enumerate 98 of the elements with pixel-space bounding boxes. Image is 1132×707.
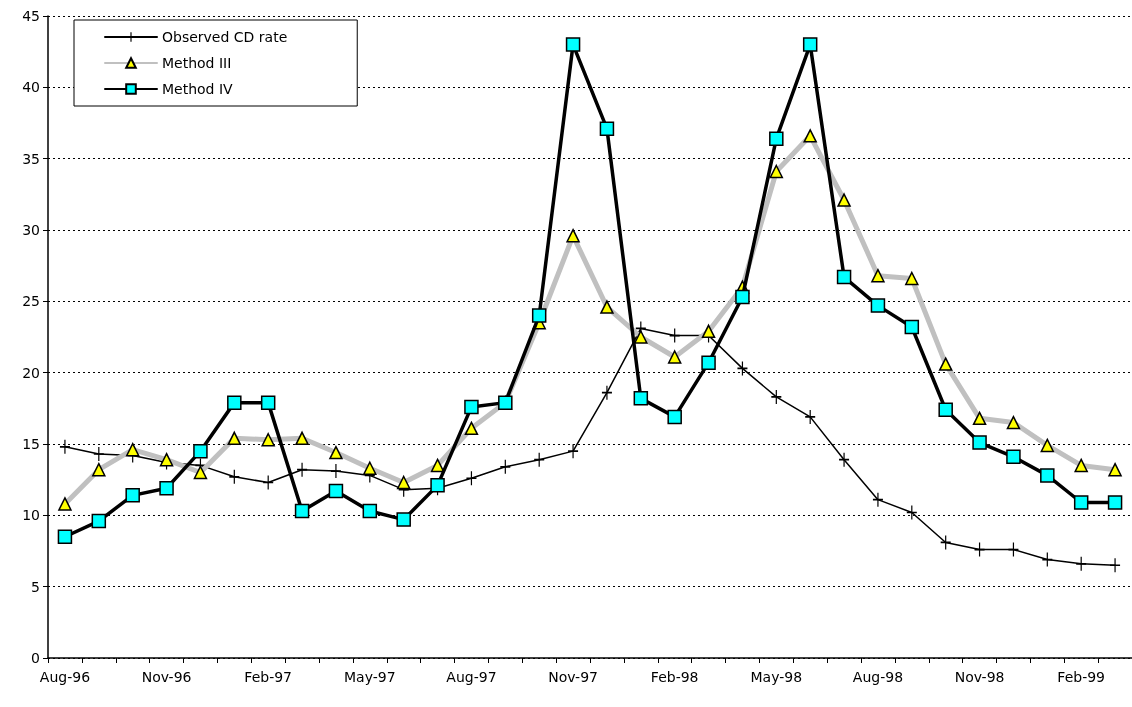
point [837,193,851,207]
point [836,269,852,285]
point [531,308,547,323]
point [972,411,987,426]
point [735,289,750,305]
y-tick-label: 25 [22,293,40,310]
point [565,37,581,52]
point [92,462,106,477]
x-tick-label: Aug-98 [852,669,904,685]
point [1006,415,1021,430]
point [227,431,242,446]
x-tick-label: Aug-97 [446,669,497,685]
point [57,529,73,544]
x-tick-label: Nov-98 [954,669,1005,685]
x-tick-label: Nov-97 [548,669,598,685]
point [771,389,782,404]
point [1040,468,1055,483]
point [1108,462,1122,477]
y-tick-label: 30 [22,222,40,238]
point [295,431,309,446]
x-tick-label: Nov-96 [141,669,192,685]
legend-label: Observed CD rate [162,29,288,45]
point [1110,558,1121,573]
point [568,444,579,459]
point [93,446,104,461]
y-tick-label: 10 [22,507,40,524]
point [363,461,377,475]
point [566,228,580,243]
point [633,391,649,406]
y-tick-label: 45 [22,8,40,24]
point [430,458,445,473]
legend-label: Method III [162,55,232,71]
point [1107,495,1123,510]
point [600,300,614,314]
point [870,298,886,313]
y-tick-label: 5 [31,578,40,595]
point [464,399,479,415]
point [871,268,885,283]
point [667,409,682,425]
x-tick-label: May-97 [344,669,396,685]
point [803,129,817,143]
point [260,395,276,410]
point [193,465,208,480]
point [59,439,70,454]
y-tick-label: 0 [31,650,40,666]
point [1076,556,1087,571]
point [905,271,919,286]
legend-label: Method IV [162,81,234,97]
point [805,409,816,424]
point [601,385,612,400]
point [904,319,920,335]
point [227,395,242,410]
point [938,357,953,371]
point [1006,449,1021,465]
point [396,512,411,527]
point [329,445,343,460]
x-tick-label: Feb-98 [650,669,699,685]
point [1074,458,1088,473]
point [125,488,140,503]
point [229,469,240,484]
x-tick-label: Aug-96 [39,669,91,685]
point [701,355,716,370]
point [466,471,477,486]
x-tick-label: Feb-97 [244,669,293,685]
x-tick-label: Feb-99 [1057,669,1106,685]
point [769,164,784,179]
point [159,480,174,496]
point [330,464,341,479]
point [261,432,275,447]
point [872,492,883,507]
point [839,452,850,467]
point [701,324,716,339]
point [599,121,615,136]
y-tick-label: 40 [22,79,40,96]
point [362,503,378,519]
point [91,513,107,529]
y-tick-label: 35 [22,150,40,167]
point [297,462,308,477]
point [1073,495,1089,510]
point [396,475,411,490]
point [769,131,784,146]
point [193,443,208,459]
point [500,459,511,474]
point [294,503,310,519]
y-tick-label: 20 [22,364,40,381]
point [802,37,818,52]
point [125,442,140,457]
point [634,330,648,344]
point [534,452,545,467]
point [58,497,72,511]
x-tick-label: May-98 [750,669,803,685]
y-tick-label: 15 [22,436,40,452]
point [1040,438,1055,453]
point [328,483,344,499]
point [667,350,682,364]
point [938,402,953,418]
point [972,435,987,450]
point [464,421,479,436]
